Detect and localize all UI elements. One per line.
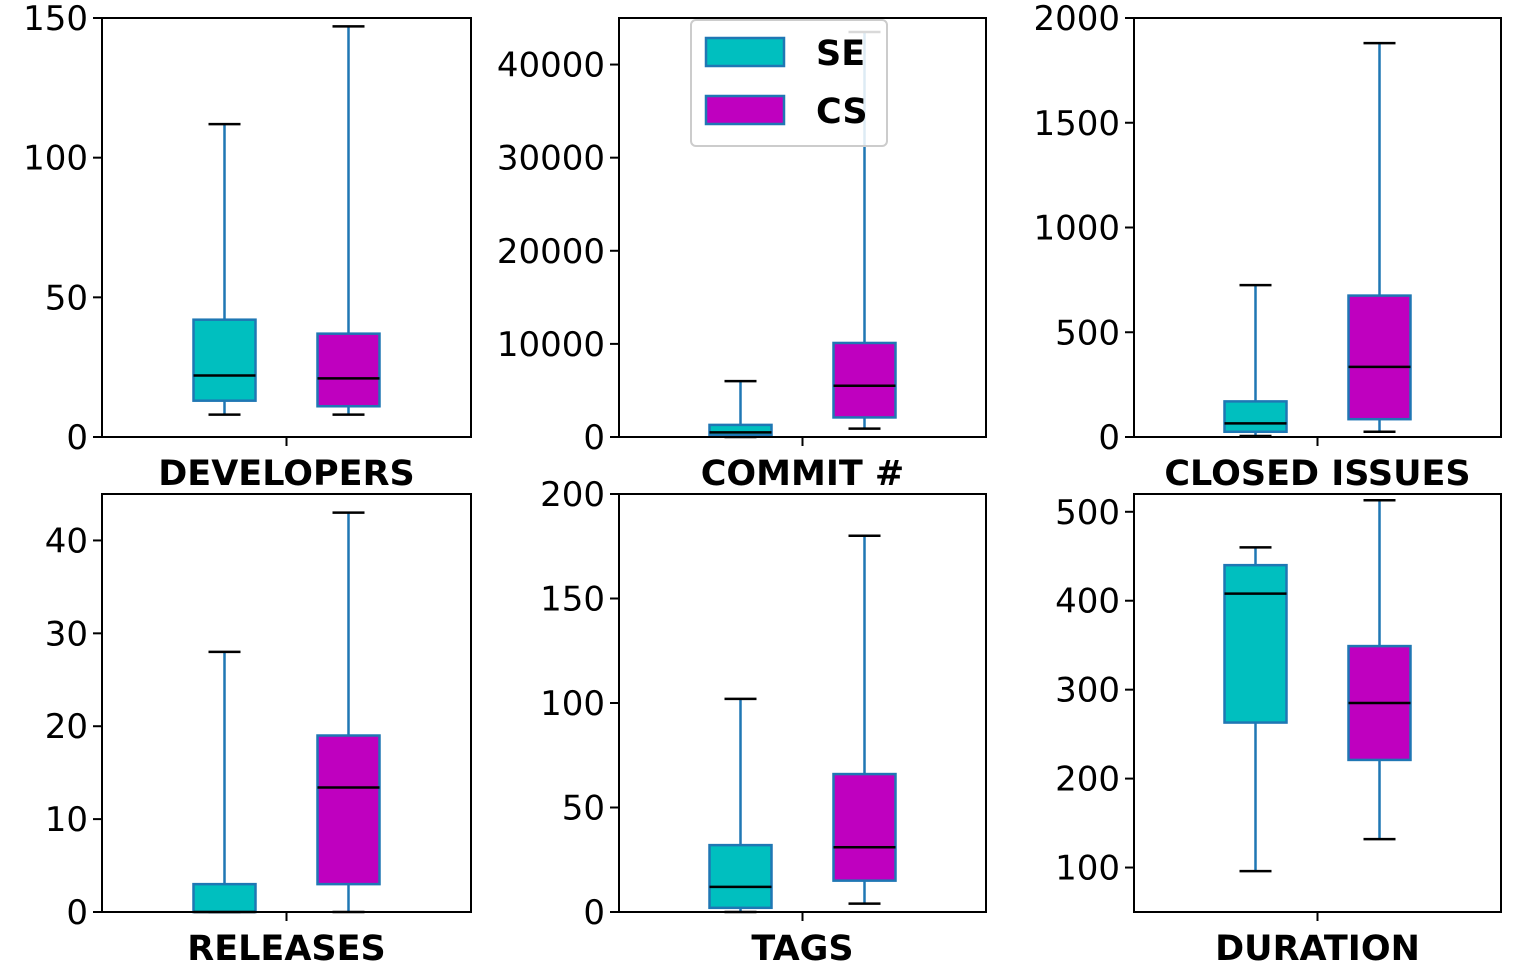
y-tick-label: 100 [23,139,88,179]
x-axis-label: RELEASES [187,929,385,969]
x-axis-label: DURATION [1215,929,1420,969]
y-tick-label: 150 [540,580,605,620]
y-tick-label: 0 [583,418,605,458]
legend: SE CS [690,19,888,147]
y-tick-label: 0 [583,893,605,933]
y-tick-label: 400 [1055,582,1120,622]
y-tick-label: 30000 [497,139,605,179]
y-tick-label: 1500 [1033,104,1120,144]
box-cs [316,734,381,886]
axes-frame [101,17,472,438]
subplot-2: 0 10000 20000 30000 40000 COMMIT # [497,17,987,494]
y-tick-label: 50 [45,278,88,318]
box-cs [832,341,897,419]
x-axis-label: COMMIT # [701,454,905,494]
y-tick-label: 0 [1098,418,1120,458]
subplot-3: 0 500 1000 1500 2000 CLOSED ISSUES [1033,0,1502,494]
y-tick-label: 20000 [497,232,605,272]
x-axis-label: TAGS [751,929,853,969]
y-tick-label: 300 [1055,671,1120,711]
axes-frame [1133,17,1502,438]
y-tick-label: 100 [1055,849,1120,889]
y-tick-label: 500 [1055,493,1120,533]
y-tick-label: 40000 [497,46,605,86]
box-se [192,318,257,402]
y-tick-label: 150 [23,0,88,39]
y-tick-label: 10000 [497,325,605,365]
y-tick-label: 200 [540,475,605,515]
box-se [708,423,773,437]
axes-frame [618,493,987,913]
y-tick-label: 100 [540,684,605,724]
subplot-4: 0 10 20 30 40 RELEASES [45,493,472,969]
legend-swatch-cs [704,94,786,126]
y-tick-label: 30 [45,614,88,654]
subplot-1: 0 50 100 150 DEVELOPERS [23,0,472,494]
subplot-6: 100 200 300 400 500 DURATION [1055,493,1502,969]
x-axis-label: CLOSED ISSUES [1164,454,1470,494]
y-tick-label: 40 [45,521,88,561]
axes-frame [101,493,472,913]
y-tick-label: 200 [1055,760,1120,800]
legend-swatch-se [704,36,786,68]
y-tick-label: 0 [66,418,88,458]
legend-label-se: SE [816,34,865,74]
y-tick-label: 10 [45,800,88,840]
y-tick-label: 0 [66,893,88,933]
y-tick-label: 500 [1055,313,1120,353]
box-se [192,882,257,914]
box-cs [316,332,381,408]
box-cs [832,772,897,882]
box-cs [1347,294,1412,421]
y-tick-label: 2000 [1033,0,1120,39]
axes-frame [1133,493,1502,913]
x-axis-label: DEVELOPERS [158,454,414,494]
box-se [708,843,773,910]
box-se [1223,563,1288,724]
y-tick-label: 50 [562,789,605,829]
legend-label-cs: CS [816,92,868,132]
subplot-5: 0 50 100 150 200 TAGS [540,475,987,969]
y-tick-label: 20 [45,707,88,747]
y-tick-label: 1000 [1033,209,1120,249]
box-se [1223,400,1288,434]
